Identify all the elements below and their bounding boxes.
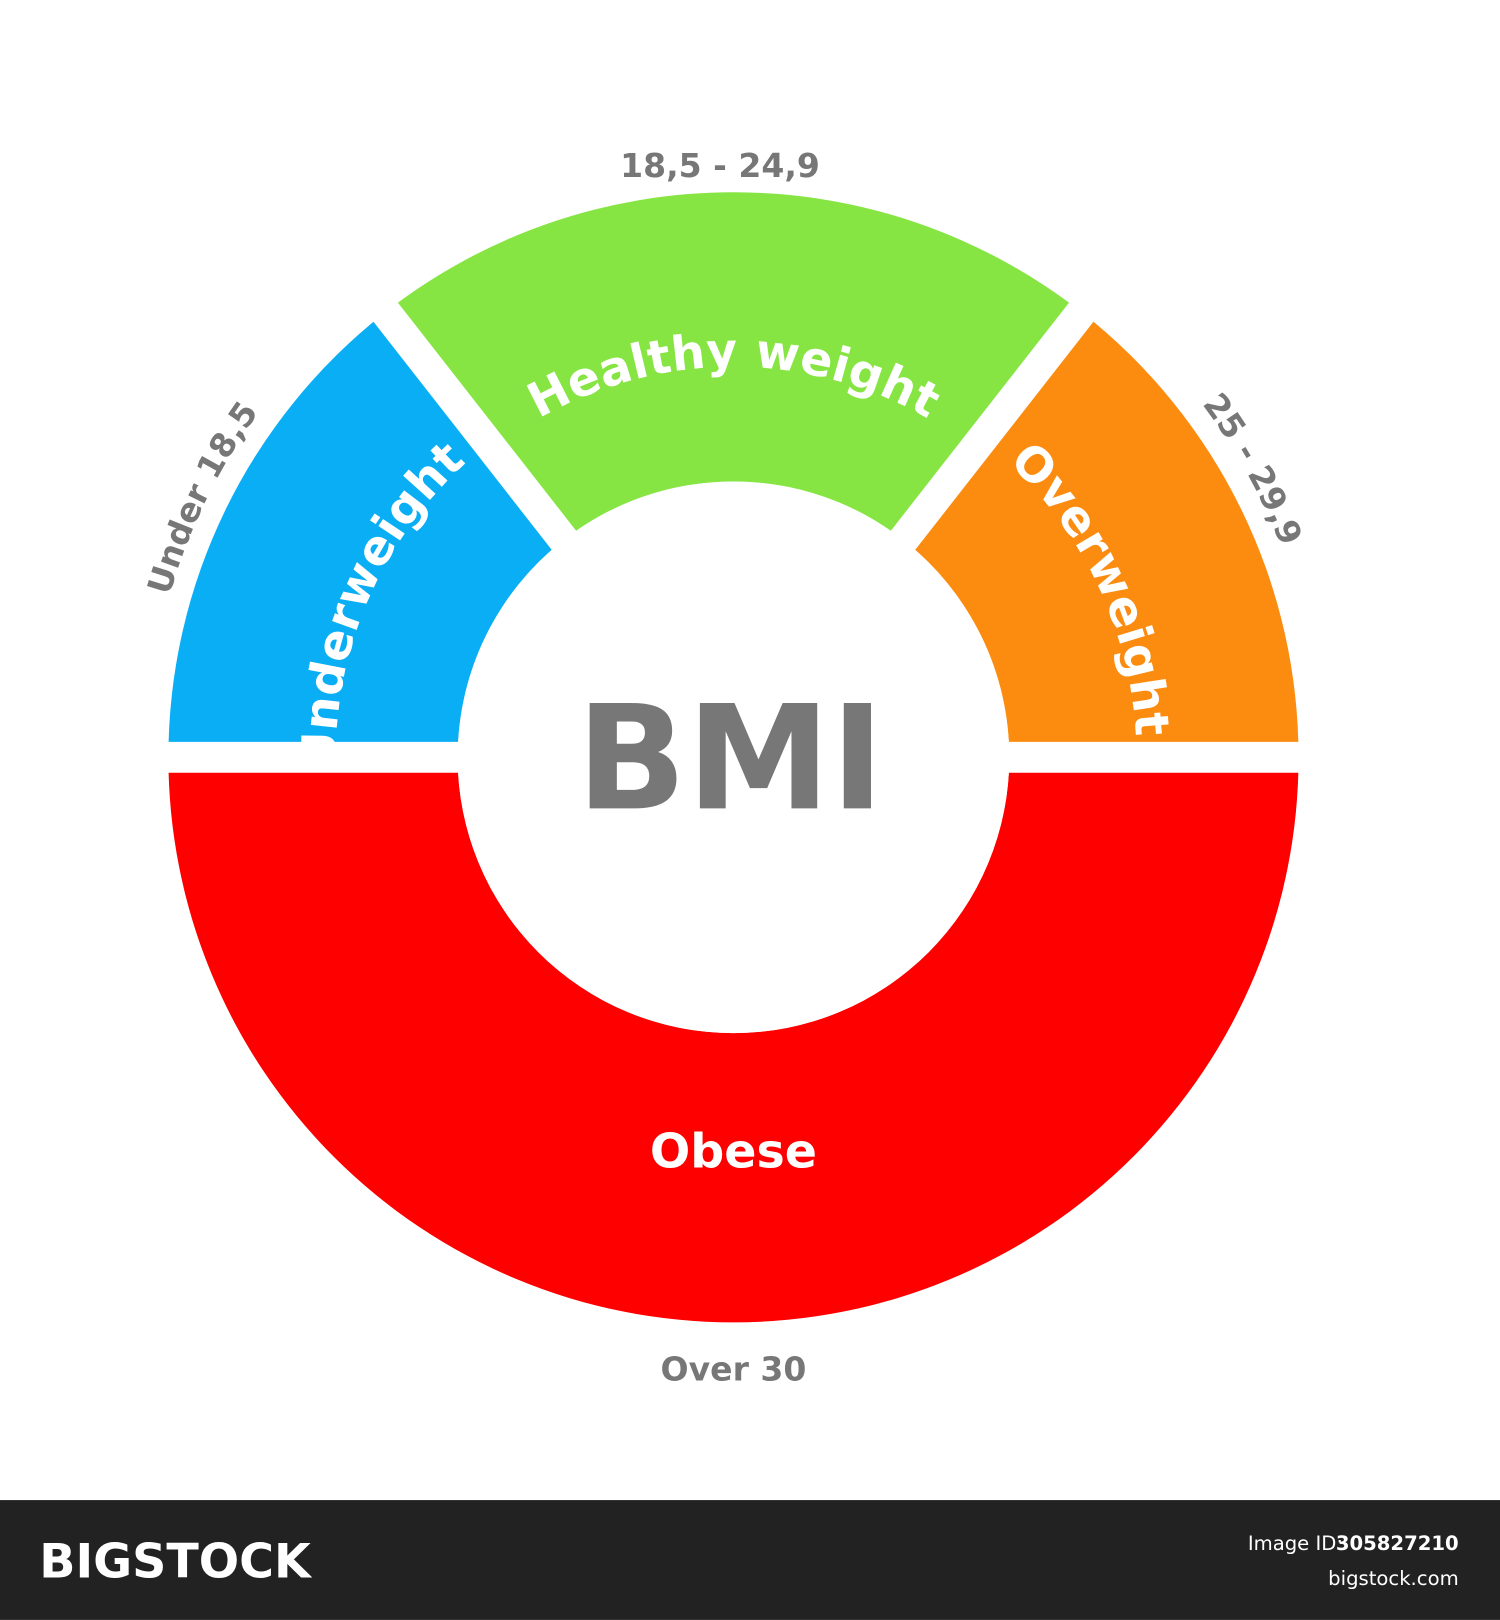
ring (147, 192, 1320, 1323)
range-label: Over 30 (661, 1349, 807, 1388)
range-label: 18,5 - 24,9 (620, 146, 820, 185)
center-label: BMI (576, 675, 884, 843)
footer-bar (0, 1500, 1500, 1620)
footer-site: bigstock.com (1328, 1567, 1459, 1590)
footer-id: 305827210 (1336, 1532, 1459, 1555)
segment-label: Obese (650, 1124, 817, 1179)
footer-id-label: Image ID: (1248, 1532, 1343, 1555)
center-hole (457, 481, 1010, 1034)
footer-brand: BIGSTOCK (39, 1535, 313, 1590)
gap (360, 286, 589, 566)
ring-segment (168, 757, 1299, 1323)
gap (878, 286, 1107, 566)
ring-segment (385, 192, 1082, 540)
